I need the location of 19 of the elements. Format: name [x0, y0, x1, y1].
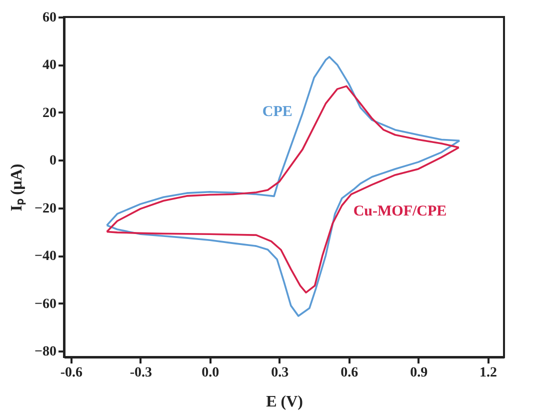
y-tick-label: −80: [34, 344, 56, 360]
series-label: CPE: [262, 104, 292, 120]
x-tick-label: 1.2: [480, 366, 498, 380]
y-tick-label: −40: [34, 249, 56, 264]
y-tick-label: 20: [42, 106, 56, 121]
y-axis-title: Iₚ (μA): [8, 164, 27, 212]
x-tick-label: 0.6: [340, 366, 358, 380]
y-tick-label: 60: [42, 10, 56, 26]
x-axis-title: E (V): [266, 394, 303, 410]
y-tick-label: −20: [34, 201, 56, 216]
y-tick-label: 0: [50, 154, 56, 169]
y-tick-label: 40: [42, 58, 56, 74]
y-tick-label: −60: [34, 296, 56, 312]
x-tick-label: 0.0: [202, 366, 220, 380]
x-tick-label: 0.3: [271, 366, 289, 380]
series-label: Cu-MOF/CPE: [353, 204, 447, 220]
x-tick-label: -0.3: [130, 366, 152, 380]
x-tick-label: -0.6: [60, 366, 83, 380]
x-tick-label: 0.9: [410, 366, 428, 380]
